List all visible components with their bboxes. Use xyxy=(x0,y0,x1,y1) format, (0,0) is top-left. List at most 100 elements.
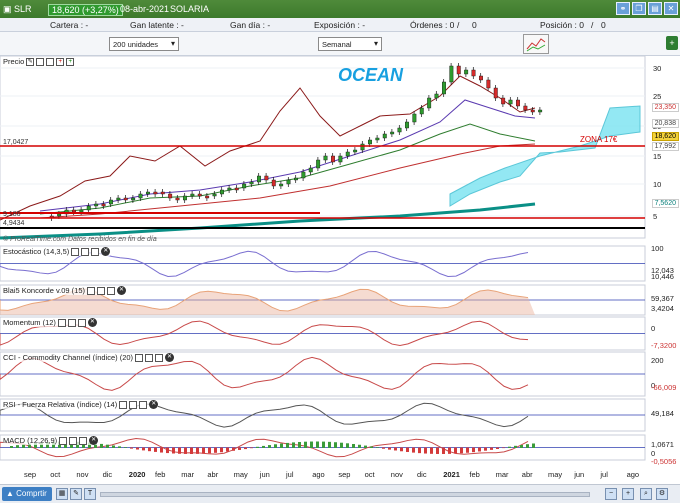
macd-bar xyxy=(292,442,295,448)
minimize-icon[interactable] xyxy=(81,247,90,256)
period-select[interactable]: Semanal xyxy=(318,37,382,51)
time-tick-label: may xyxy=(233,470,248,479)
units-select[interactable]: 200 unidades xyxy=(109,37,179,51)
candle-body xyxy=(86,205,91,211)
candle-body xyxy=(464,69,469,75)
price-level-box: 23,350 xyxy=(651,103,679,112)
wrench-icon[interactable] xyxy=(57,318,66,327)
watermark: © ProRealTime.com Datos recibidos en fin… xyxy=(3,235,157,243)
time-tick-label: 2020 xyxy=(128,470,146,479)
sma-red-line xyxy=(39,143,536,219)
price-level-box: 18,620 xyxy=(651,132,679,141)
wrench-icon[interactable] xyxy=(71,247,80,256)
maximize-icon[interactable] xyxy=(91,247,100,256)
copy-icon[interactable]: ❐ xyxy=(632,2,646,15)
candle-body xyxy=(412,113,417,123)
price-panel-header: Precio ✎ + + xyxy=(3,57,75,66)
time-scrollbar[interactable] xyxy=(100,492,590,497)
indicator-line xyxy=(0,402,529,428)
close-icon[interactable]: ✕ xyxy=(165,353,175,362)
macd-bar xyxy=(40,442,43,448)
close-icon[interactable]: ✕ xyxy=(149,400,159,409)
maximize-icon[interactable] xyxy=(79,436,88,445)
indicator-header-blai5: Blai5 Koncorde v.09 (15) ✕ xyxy=(3,286,126,295)
posicion-label[interactable]: Posición : 0 xyxy=(540,20,584,30)
candle-body xyxy=(523,105,528,111)
ordenes-separator: / xyxy=(457,20,460,30)
text-tool-icon[interactable]: T xyxy=(84,488,96,500)
add-indicator-icon[interactable]: + xyxy=(666,36,678,50)
close-icon[interactable]: ✕ xyxy=(101,247,111,256)
wrench-icon[interactable] xyxy=(87,286,95,295)
macd-bar xyxy=(112,445,115,448)
macd-bar xyxy=(316,441,319,448)
macd-bar xyxy=(322,441,325,448)
close-icon[interactable]: ✕ xyxy=(664,2,678,15)
macd-bar xyxy=(82,442,85,448)
maximize-icon[interactable] xyxy=(155,353,164,362)
close-icon[interactable]: ✕ xyxy=(117,286,126,295)
macd-bar xyxy=(454,447,457,454)
minimize-icon[interactable] xyxy=(129,400,138,409)
candle-body xyxy=(145,191,150,195)
wrench-icon[interactable] xyxy=(135,353,144,362)
candle-body xyxy=(197,193,202,197)
settings-icon[interactable]: ⚙ xyxy=(656,488,668,500)
macd-bar xyxy=(388,447,391,450)
macd-bar xyxy=(160,447,163,453)
macd-bar xyxy=(268,445,271,448)
trade-button[interactable]: ▲ Comprtir xyxy=(2,487,52,501)
maximize-icon[interactable] xyxy=(107,286,115,295)
drawing-tool-icon[interactable]: ✎ xyxy=(70,488,82,500)
macd-bar xyxy=(526,444,529,448)
search-icon[interactable]: ⌕ xyxy=(640,488,652,500)
candle-body xyxy=(338,155,343,163)
indicator-label: MACD (12,26,9) xyxy=(3,436,58,445)
indicator-header-cci: CCI - Commodity Channel (índice) (20) ✕ xyxy=(3,353,175,362)
macd-bar xyxy=(208,447,211,454)
macd-bar xyxy=(508,446,511,448)
maximize-icon[interactable] xyxy=(46,57,55,66)
macd-bar xyxy=(22,444,25,448)
minimize-icon[interactable] xyxy=(36,57,45,66)
macd-bar xyxy=(334,442,337,448)
indicator-add-icon[interactable]: + xyxy=(56,57,65,66)
candle-body xyxy=(434,93,439,99)
indicator-label: RSI - Fuerza Relativa (índice) (14) xyxy=(3,400,118,409)
wrench-icon[interactable]: ✎ xyxy=(26,57,35,66)
chart-area[interactable]: OCEAN ZONA 17€ 17,0427 9,186 4,9434 © Pr… xyxy=(0,56,680,484)
object-icon[interactable]: + xyxy=(66,57,75,66)
layout-icon[interactable]: ▤ xyxy=(648,2,662,15)
maximize-icon[interactable] xyxy=(139,400,148,409)
chart-tool-icon[interactable]: ▦ xyxy=(56,488,68,500)
chart-type-icon[interactable] xyxy=(523,34,549,54)
minimize-icon[interactable] xyxy=(69,436,78,445)
macd-bar xyxy=(214,447,217,453)
macd-bar xyxy=(250,447,253,449)
candle-body xyxy=(153,191,158,195)
maximize-icon[interactable] xyxy=(77,318,86,327)
macd-bar xyxy=(502,447,505,449)
candle-body xyxy=(160,191,165,195)
zoom-in-icon[interactable]: + xyxy=(622,488,634,500)
wrench-icon[interactable] xyxy=(119,400,128,409)
macd-bar xyxy=(448,447,451,454)
candle-body xyxy=(271,179,276,187)
time-tick-label: ago xyxy=(626,470,640,479)
time-tick-label: jul xyxy=(600,470,608,479)
close-icon[interactable]: ✕ xyxy=(89,436,99,445)
macd-bar xyxy=(142,447,145,451)
link-icon[interactable]: ⚭ xyxy=(616,2,630,15)
time-tick-label: oct xyxy=(364,470,375,479)
ordenes-label[interactable]: Órdenes : 0 xyxy=(410,20,455,30)
candle-body xyxy=(530,109,535,113)
minimize-icon[interactable] xyxy=(145,353,154,362)
wrench-icon[interactable] xyxy=(59,436,68,445)
minimize-icon[interactable] xyxy=(97,286,105,295)
candle-body xyxy=(249,181,254,185)
minimize-icon[interactable] xyxy=(67,318,76,327)
candle-body xyxy=(419,107,424,115)
close-icon[interactable]: ✕ xyxy=(87,318,97,327)
zoom-out-icon[interactable]: − xyxy=(605,488,617,500)
macd-bar xyxy=(496,447,499,449)
